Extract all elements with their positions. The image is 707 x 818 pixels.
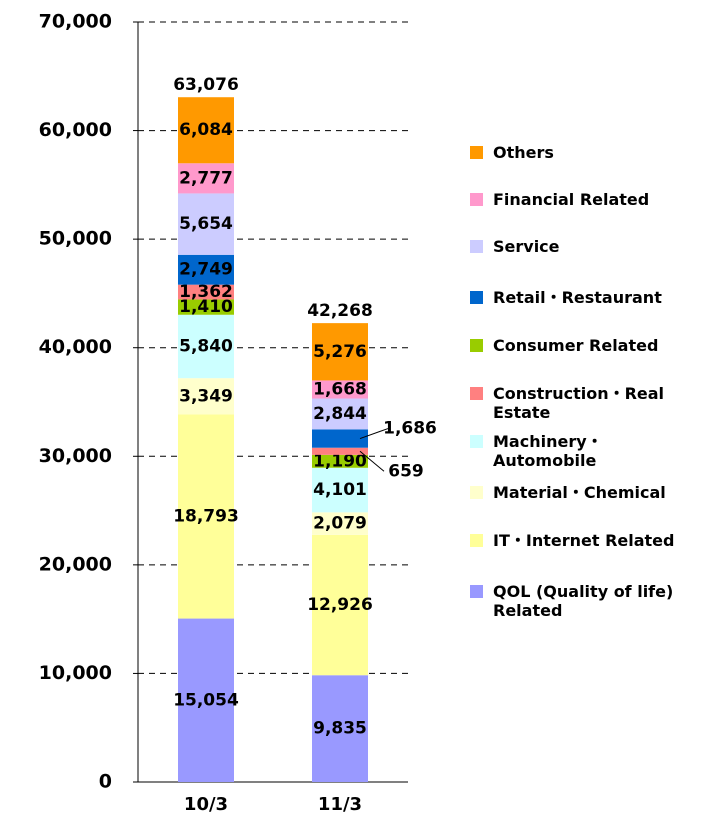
- y-tick-label: 0: [99, 771, 112, 793]
- bar-segment: [312, 467, 368, 513]
- legend-swatch: [470, 240, 483, 253]
- y-tick-label: 50,000: [39, 228, 112, 250]
- data-label: 15,054: [173, 690, 239, 710]
- legend-label: Machinery・ Automobile: [493, 432, 603, 470]
- bar-segment: [178, 254, 234, 285]
- legend-swatch: [470, 486, 483, 499]
- legend-swatch: [470, 146, 483, 159]
- data-label: 3,349: [179, 386, 233, 406]
- x-tick-label: 11/3: [318, 794, 362, 815]
- legend-item: QOL (Quality of life) Related: [470, 582, 700, 620]
- legend-swatch: [470, 435, 483, 448]
- legend-item: Machinery・ Automobile: [470, 432, 700, 470]
- legend-item: Service: [470, 237, 700, 256]
- data-label: 9,835: [313, 719, 367, 739]
- bar-segment: [178, 299, 234, 315]
- data-label: 1,686: [383, 419, 437, 439]
- y-tick-label: 20,000: [39, 553, 112, 575]
- legend-label: Financial Related: [493, 190, 650, 209]
- data-label: 2,749: [179, 260, 233, 280]
- bar-segment: [178, 163, 234, 194]
- legend-swatch: [470, 585, 483, 598]
- legend-swatch: [470, 193, 483, 206]
- legend-item: Consumer Related: [470, 336, 700, 355]
- legend-item: Financial Related: [470, 190, 700, 209]
- bar-segment: [178, 378, 234, 415]
- leader-line: [359, 428, 389, 440]
- y-tick-label: 10,000: [39, 662, 112, 684]
- legend-item: Material・Chemical: [470, 483, 700, 502]
- legend-label: QOL (Quality of life) Related: [493, 582, 674, 620]
- legend-label: Material・Chemical: [493, 483, 666, 502]
- bar-segment: [312, 454, 368, 468]
- y-tick-label: 60,000: [39, 119, 112, 141]
- data-label: 1,362: [179, 282, 233, 302]
- data-label: 4,101: [313, 480, 367, 500]
- bar-segment: [312, 512, 368, 535]
- x-tick-label: 10/3: [184, 794, 228, 815]
- data-label: 1,668: [313, 379, 367, 399]
- bar-segment: [178, 414, 234, 619]
- data-label: 5,276: [313, 342, 367, 362]
- data-label: 2,079: [313, 514, 367, 534]
- legend-label: Retail・Restaurant: [493, 288, 662, 307]
- bar-segment: [178, 193, 234, 255]
- bar-segment: [312, 429, 368, 448]
- bar-segment: [178, 314, 234, 379]
- legend-item: Retail・Restaurant: [470, 288, 700, 307]
- data-label: 2,777: [179, 168, 233, 188]
- legend-label: IT・Internet Related: [493, 531, 675, 550]
- legend-swatch: [470, 534, 483, 547]
- legend-item: Others: [470, 143, 700, 162]
- bar-segment: [178, 284, 234, 300]
- bar-segment: [312, 323, 368, 381]
- data-label: 6,084: [179, 120, 233, 140]
- bar-segment: [312, 380, 368, 399]
- legend-item: IT・Internet Related: [470, 531, 700, 550]
- legend-label: Service: [493, 237, 560, 256]
- bar-segment: [312, 447, 368, 455]
- y-tick-label: 40,000: [39, 336, 112, 358]
- data-label: 1,410: [179, 297, 233, 317]
- legend-label: Construction・Real Estate: [493, 384, 665, 422]
- legend-swatch: [470, 339, 483, 352]
- y-tick-label: 30,000: [39, 445, 112, 467]
- bar-segment: [312, 534, 368, 676]
- bar-segment: [178, 618, 234, 782]
- legend-label: Consumer Related: [493, 336, 659, 355]
- total-label: 42,268: [307, 301, 373, 321]
- legend-swatch: [470, 387, 483, 400]
- bar-segment: [178, 97, 234, 164]
- data-label: 2,844: [313, 404, 367, 424]
- legend-item: Construction・Real Estate: [470, 384, 700, 422]
- legend-swatch: [470, 291, 483, 304]
- total-label: 63,076: [173, 75, 239, 95]
- data-label: 12,926: [307, 595, 373, 615]
- data-label: 18,793: [173, 507, 239, 527]
- bar-segment: [312, 675, 368, 782]
- data-label: 5,840: [179, 336, 233, 356]
- legend-label: Others: [493, 143, 554, 162]
- data-label: 5,654: [179, 214, 233, 234]
- leader-line: [359, 450, 385, 472]
- bar-segment: [312, 398, 368, 430]
- y-tick-label: 70,000: [39, 11, 112, 33]
- data-label: 659: [388, 461, 424, 481]
- data-label: 1,190: [313, 451, 367, 471]
